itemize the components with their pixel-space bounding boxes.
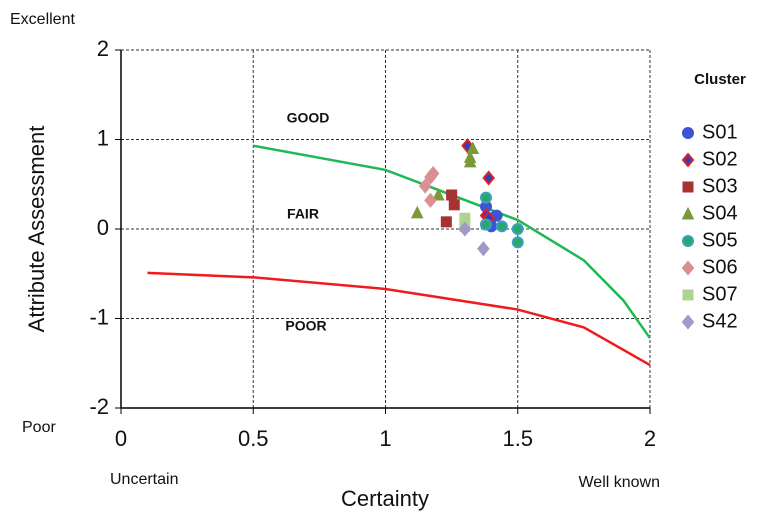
point: [418, 178, 432, 194]
y-axis-label: Attribute Assessment: [24, 126, 49, 333]
legend-label: S05: [702, 229, 738, 251]
x-tick-label: 1.5: [502, 426, 533, 451]
curve: [253, 144, 652, 339]
legend-label: S02: [702, 148, 738, 170]
y-tick-label: -2: [89, 394, 109, 419]
point: [511, 236, 524, 249]
legend-marker: [681, 206, 695, 220]
legend-label: S07: [702, 283, 738, 305]
legend-label: S03: [702, 175, 738, 197]
point: [511, 223, 524, 235]
point: [424, 192, 437, 208]
point: [463, 154, 477, 168]
y-tick-label: 1: [97, 125, 109, 150]
point: [480, 191, 493, 204]
legend-title: Cluster: [694, 71, 746, 88]
corner-label: Uncertain: [110, 471, 178, 488]
legend-marker: [681, 152, 695, 168]
legend-marker: [682, 181, 694, 193]
point: [424, 169, 437, 185]
point: [477, 241, 490, 257]
corner-label: Excellent: [10, 11, 75, 28]
annotation: FAIR: [287, 206, 319, 222]
legend-marker: [681, 314, 695, 330]
legend-marker: [681, 260, 695, 276]
legend-marker: [682, 235, 694, 247]
point: [440, 216, 452, 228]
point: [448, 199, 460, 211]
legend-label: S42: [702, 310, 738, 332]
point: [446, 189, 458, 201]
point: [482, 170, 495, 186]
x-axis-label: Certainty: [341, 486, 429, 511]
x-tick-label: 0: [115, 426, 127, 451]
legend-marker: [682, 289, 694, 301]
point: [458, 221, 472, 237]
y-tick-label: -1: [89, 304, 109, 329]
x-tick-label: 0.5: [238, 426, 269, 451]
legend-label: S06: [702, 256, 738, 278]
legend-label: S01: [702, 121, 738, 143]
point: [410, 205, 424, 219]
corner-label: Well known: [578, 474, 660, 491]
x-tick-label: 2: [644, 426, 656, 451]
point: [432, 187, 445, 201]
legend-marker: [682, 127, 694, 139]
corner-label: Poor: [22, 419, 56, 436]
point: [495, 220, 508, 233]
legend-label: S04: [702, 202, 738, 224]
curve: [147, 271, 651, 367]
point: [480, 218, 493, 231]
annotation: GOOD: [287, 110, 330, 126]
x-tick-label: 1: [379, 426, 391, 451]
y-tick-label: 0: [97, 215, 109, 240]
y-tick-label: 2: [97, 36, 109, 61]
annotation: POOR: [285, 318, 326, 334]
